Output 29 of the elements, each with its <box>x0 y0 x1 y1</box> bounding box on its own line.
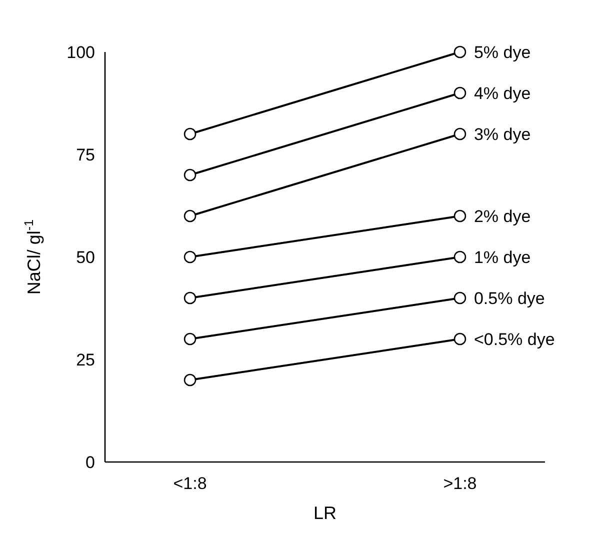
point <box>184 292 196 304</box>
x-tick-label: <1:8 <box>173 474 207 493</box>
series-label: 2% dye <box>474 206 531 226</box>
series-label: <0.5% dye <box>474 330 555 349</box>
x-tick-label: >1:8 <box>443 474 477 493</box>
y-tick-label: 100 <box>66 42 95 62</box>
series-label: 1% dye <box>474 248 531 267</box>
series-label: 0.5% dye <box>474 288 545 308</box>
point <box>184 210 196 222</box>
point <box>454 332 466 346</box>
point <box>454 128 466 140</box>
point <box>454 292 466 304</box>
x-axis-title: LR <box>313 503 337 523</box>
series-label: 3% dye <box>474 124 531 144</box>
point <box>184 250 196 264</box>
series-label: 5% dye <box>474 42 531 62</box>
series-label: 4% dye <box>474 84 531 103</box>
y-tick-label: 25 <box>76 350 95 370</box>
y-tick-label: 75 <box>76 145 95 164</box>
point <box>184 332 196 346</box>
point <box>454 86 466 100</box>
point <box>454 46 466 58</box>
y-tick-label: 0 <box>86 452 95 472</box>
point <box>184 128 196 140</box>
point <box>184 374 196 386</box>
point <box>454 210 466 222</box>
point <box>184 168 196 182</box>
y-tick-label: 50 <box>76 248 95 267</box>
point <box>454 250 466 264</box>
